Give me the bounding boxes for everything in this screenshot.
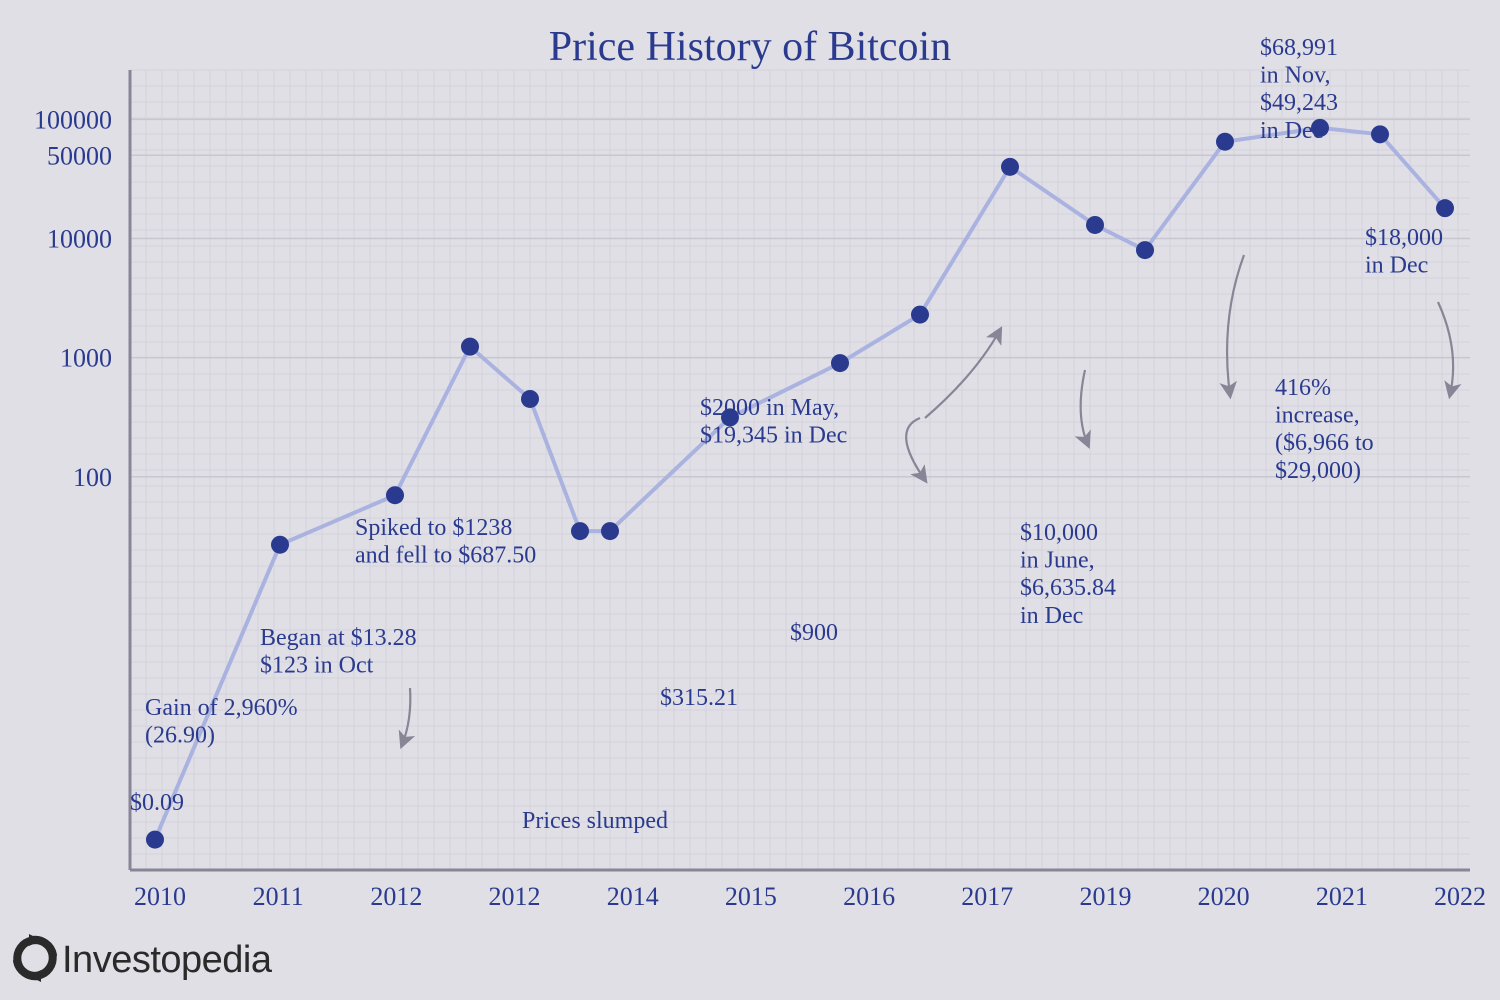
y-tick-label: 100000 [34,105,112,134]
annotation: $2000 in May,$19,345 in Dec [700,395,847,449]
data-point [1136,241,1154,259]
x-tick-label: 2016 [843,882,895,911]
annotation: $900 [790,620,838,646]
x-tick-label: 2021 [1316,882,1368,911]
data-point [271,536,289,554]
x-tick-label: 2017 [961,882,1013,911]
chart-container: 100 1000 10000 50000 100000 2010 2011 2012 2012 2… [0,0,1500,1000]
x-tick-label: 2011 [253,882,304,911]
data-point [521,390,539,408]
y-tick-label: 50000 [47,141,112,170]
data-point [461,338,479,356]
x-tick-label: 2015 [725,882,777,911]
x-tick-label: 2010 [134,882,186,911]
x-tick-label: 2022 [1434,882,1486,911]
y-tick-label: 10000 [47,225,112,254]
data-point [1001,158,1019,176]
annotation: $315.21 [660,685,738,711]
line-chart: 100 1000 10000 50000 100000 2010 2011 2012 2012 2… [0,0,1500,1000]
x-tick-label: 2019 [1079,882,1131,911]
data-point [911,306,929,324]
annotation: Spiked to $1238and fell to $687.50 [355,515,536,569]
brand-name: Investopedia [62,939,273,981]
annotation: Prices slumped [522,808,668,834]
data-point [1371,125,1389,143]
data-point [601,522,619,540]
annotation: $0.09 [130,790,184,816]
data-point [146,831,164,849]
x-tick-label: 2012 [370,882,422,911]
x-tick-label: 2012 [489,882,541,911]
x-tick-label: 2020 [1198,882,1250,911]
data-point [386,486,404,504]
data-point [571,522,589,540]
data-point [1436,199,1454,217]
y-tick-label: 1000 [60,344,112,373]
chart-title: Price History of Bitcoin [549,24,951,70]
data-point [831,354,849,372]
y-tick-label: 100 [73,463,112,492]
x-tick-label: 2014 [607,882,659,911]
data-point [1216,133,1234,151]
data-point [1086,216,1104,234]
